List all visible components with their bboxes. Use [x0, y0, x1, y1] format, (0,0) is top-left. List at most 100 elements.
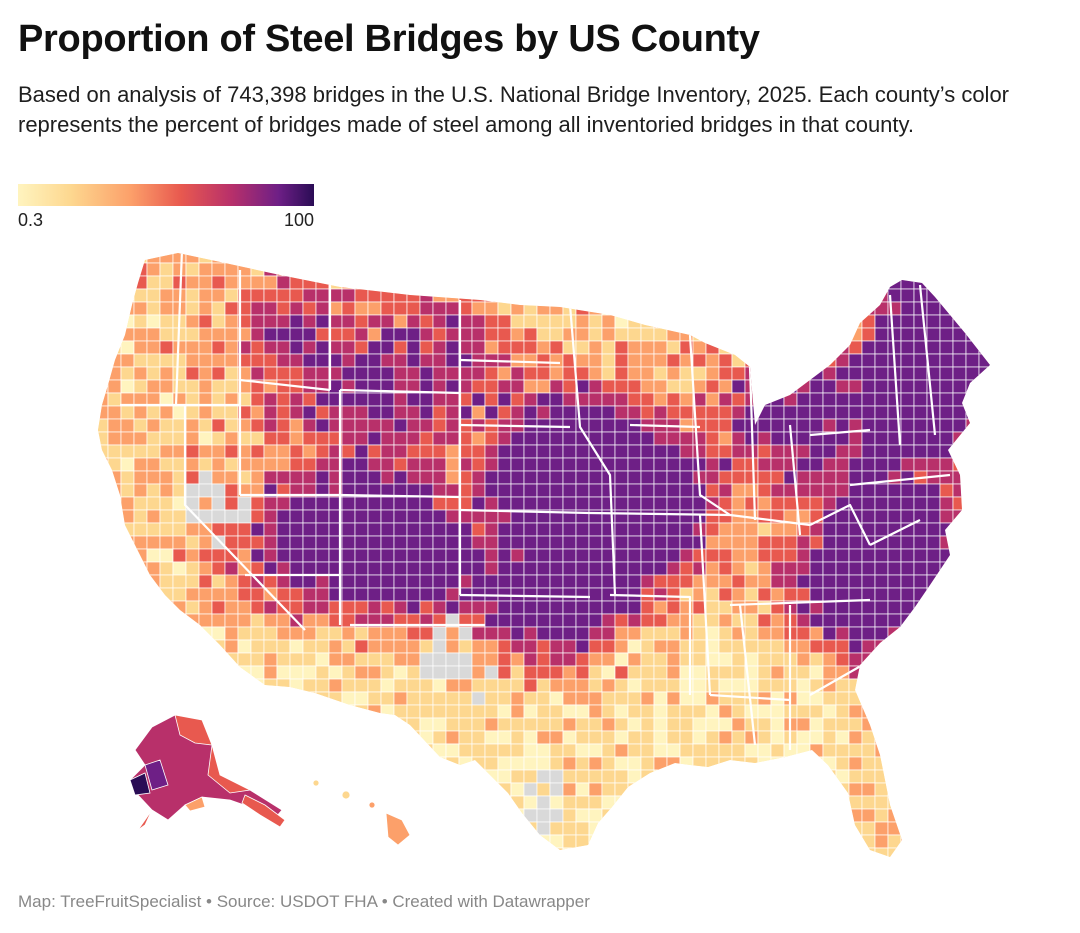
county-cell[interactable] [536, 405, 551, 420]
county-cell[interactable] [770, 483, 785, 498]
county-cell[interactable] [666, 834, 681, 849]
county-cell[interactable] [185, 652, 200, 667]
county-cell[interactable] [770, 821, 785, 836]
county-cell[interactable] [120, 808, 135, 823]
county-cell[interactable] [133, 626, 148, 641]
county-cell[interactable] [874, 392, 889, 407]
county-cell[interactable] [419, 314, 434, 329]
county-cell[interactable] [874, 366, 889, 381]
county-cell[interactable] [848, 717, 863, 732]
county-cell[interactable] [887, 509, 902, 524]
county-cell[interactable] [315, 470, 330, 485]
county-cell[interactable] [926, 301, 941, 316]
county-cell[interactable] [159, 379, 174, 394]
county-cell[interactable] [653, 392, 668, 407]
county-cell[interactable] [471, 808, 486, 823]
county-cell[interactable] [731, 275, 746, 290]
county-cell[interactable] [159, 366, 174, 381]
county-cell[interactable] [172, 613, 187, 628]
county-cell[interactable] [120, 665, 135, 680]
county-cell[interactable] [354, 444, 369, 459]
county-cell[interactable] [484, 392, 499, 407]
county-cell[interactable] [172, 561, 187, 576]
county-cell[interactable] [718, 665, 733, 680]
county-cell[interactable] [666, 392, 681, 407]
county-cell[interactable] [809, 769, 824, 784]
county-cell[interactable] [575, 496, 590, 511]
county-cell[interactable] [445, 704, 460, 719]
county-cell[interactable] [614, 756, 629, 771]
county-cell[interactable] [198, 262, 213, 277]
county-cell[interactable] [562, 600, 577, 615]
county-cell[interactable] [614, 327, 629, 342]
county-cell[interactable] [302, 340, 317, 355]
county-cell[interactable] [315, 613, 330, 628]
county-cell[interactable] [198, 834, 213, 849]
county-cell[interactable] [679, 379, 694, 394]
county-cell[interactable] [913, 795, 928, 810]
county-cell[interactable] [640, 678, 655, 693]
county-cell[interactable] [263, 847, 278, 861]
county-cell[interactable] [913, 834, 928, 849]
county-cell[interactable] [341, 444, 356, 459]
county-cell[interactable] [211, 327, 226, 342]
county-cell[interactable] [172, 639, 187, 654]
county-cell[interactable] [107, 704, 122, 719]
county-cell[interactable] [497, 808, 512, 823]
county-cell[interactable] [640, 457, 655, 472]
county-cell[interactable] [614, 275, 629, 290]
county-cell[interactable] [536, 574, 551, 589]
county-cell[interactable] [835, 392, 850, 407]
county-cell[interactable] [432, 470, 447, 485]
county-cell[interactable] [796, 392, 811, 407]
county-cell[interactable] [523, 392, 538, 407]
county-cell[interactable] [393, 652, 408, 667]
county-cell[interactable] [757, 250, 772, 264]
county-cell[interactable] [120, 821, 135, 836]
county-cell[interactable] [796, 639, 811, 654]
county-cell[interactable] [744, 275, 759, 290]
county-cell[interactable] [484, 639, 499, 654]
county-cell[interactable] [328, 262, 343, 277]
county-cell[interactable] [692, 366, 707, 381]
county-cell[interactable] [185, 483, 200, 498]
county-cell[interactable] [601, 327, 616, 342]
county-cell[interactable] [159, 431, 174, 446]
county-cell[interactable] [939, 769, 954, 784]
county-cell[interactable] [939, 327, 954, 342]
county-cell[interactable] [159, 691, 174, 706]
county-cell[interactable] [601, 730, 616, 745]
county-cell[interactable] [237, 496, 252, 511]
county-cell[interactable] [796, 301, 811, 316]
county-cell[interactable] [107, 392, 122, 407]
county-cell[interactable] [445, 847, 460, 861]
county-cell[interactable] [471, 730, 486, 745]
county-cell[interactable] [666, 444, 681, 459]
county-cell[interactable] [172, 626, 187, 641]
county-cell[interactable] [757, 405, 772, 420]
county-cell[interactable] [653, 353, 668, 368]
county-cell[interactable] [770, 340, 785, 355]
county-cell[interactable] [367, 314, 382, 329]
county-cell[interactable] [211, 639, 226, 654]
county-cell[interactable] [835, 847, 850, 861]
county-cell[interactable] [848, 327, 863, 342]
county-cell[interactable] [952, 834, 967, 849]
county-cell[interactable] [95, 535, 109, 550]
county-cell[interactable] [536, 366, 551, 381]
county-cell[interactable] [835, 704, 850, 719]
county-cell[interactable] [549, 834, 564, 849]
county-cell[interactable] [133, 418, 148, 433]
county-cell[interactable] [458, 847, 473, 861]
county-cell[interactable] [705, 392, 720, 407]
county-cell[interactable] [536, 314, 551, 329]
county-cell[interactable] [887, 808, 902, 823]
county-cell[interactable] [315, 743, 330, 758]
county-cell[interactable] [692, 717, 707, 732]
county-cell[interactable] [276, 288, 291, 303]
county-cell[interactable] [172, 847, 187, 861]
county-cell[interactable] [380, 418, 395, 433]
county-cell[interactable] [224, 574, 239, 589]
county-cell[interactable] [614, 639, 629, 654]
county-cell[interactable] [146, 405, 161, 420]
